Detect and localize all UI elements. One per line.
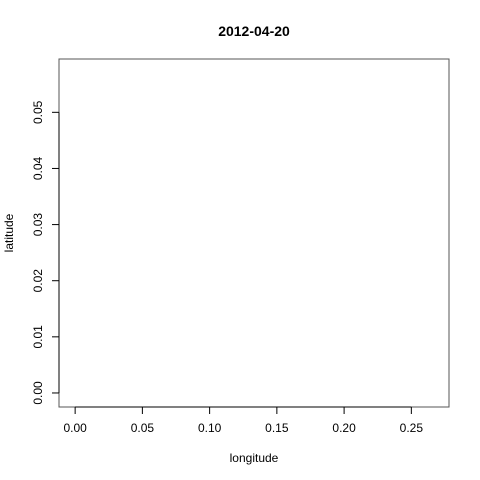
x-tick-label: 0.00 xyxy=(63,421,87,435)
x-tick-label: 0.05 xyxy=(131,421,155,435)
plot-frame xyxy=(58,58,450,408)
chart-title: 2012-04-20 xyxy=(218,23,290,39)
y-tick-label: 0.03 xyxy=(31,213,45,237)
y-axis-label: latitude xyxy=(2,213,16,252)
x-tick-label: 0.25 xyxy=(400,421,424,435)
x-axis: 0.00 0.05 0.10 0.15 0.20 0.25 xyxy=(63,406,424,435)
y-tick-label: 0.00 xyxy=(31,381,45,405)
x-tick-label: 0.20 xyxy=(332,421,356,435)
y-axis: 0.00 0.01 0.02 0.03 0.04 0.05 xyxy=(31,100,60,405)
y-tick-label: 0.04 xyxy=(31,156,45,180)
x-tick-label: 0.10 xyxy=(198,421,222,435)
x-tick-label: 0.15 xyxy=(265,421,289,435)
y-tick-label: 0.05 xyxy=(31,100,45,124)
x-axis-label: longitude xyxy=(230,451,279,465)
y-tick-label: 0.01 xyxy=(31,325,45,349)
y-tick-label: 0.02 xyxy=(31,269,45,293)
